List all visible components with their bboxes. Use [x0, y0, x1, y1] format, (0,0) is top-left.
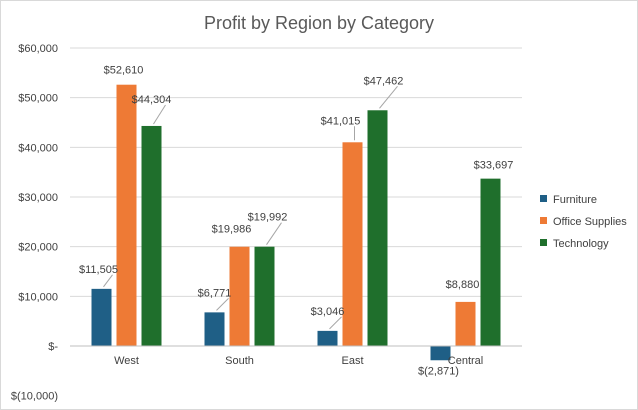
chart-title: Profit by Region by Category: [204, 13, 434, 33]
y-tick-label: $-: [48, 341, 58, 353]
legend-label[interactable]: Furniture: [553, 194, 597, 206]
leader-line: [154, 105, 166, 124]
bar-office-supplies-central[interactable]: [456, 302, 476, 346]
legend-swatch: [540, 239, 547, 246]
bar-technology-central[interactable]: [481, 179, 501, 346]
category-label: West: [114, 355, 139, 367]
y-tick-label: $20,000: [18, 242, 58, 254]
leader-line: [267, 223, 282, 245]
bar-technology-south[interactable]: [255, 247, 275, 346]
data-label: $19,992: [248, 212, 288, 224]
bar-furniture-south[interactable]: [205, 312, 225, 346]
y-tick-label: $10,000: [18, 291, 58, 303]
y-tick-label: $50,000: [18, 93, 58, 105]
category-label: East: [341, 355, 363, 367]
bar-furniture-west[interactable]: [92, 289, 112, 346]
bar-office-supplies-west[interactable]: [117, 85, 137, 346]
bar-office-supplies-east[interactable]: [343, 142, 363, 346]
leader-line: [217, 298, 229, 310]
leader-line: [104, 275, 113, 287]
data-label: $52,610: [104, 65, 144, 77]
data-label: $3,046: [311, 306, 345, 318]
data-label: $19,986: [212, 224, 252, 236]
data-label: $(2,871): [418, 365, 459, 377]
legend[interactable]: Furniture Office Supplies Technology: [540, 194, 627, 250]
data-label: $33,697: [474, 160, 514, 172]
y-tick-label: $60,000: [18, 43, 58, 55]
data-label: $47,462: [364, 75, 404, 87]
category-label: Central: [448, 355, 483, 367]
category-label: South: [225, 355, 254, 367]
data-label: $8,880: [446, 279, 480, 291]
legend-swatch: [540, 217, 547, 224]
gridlines: [70, 48, 522, 296]
y-tick-label: $30,000: [18, 192, 58, 204]
legend-swatch: [540, 195, 547, 202]
bar-furniture-east[interactable]: [318, 331, 338, 346]
data-label: $11,505: [79, 264, 118, 276]
y-axis: $60,000 $50,000 $40,000 $30,000 $20,000 $10,0…: [11, 43, 58, 403]
bar-technology-east[interactable]: [368, 110, 388, 346]
bar-technology-west[interactable]: [142, 126, 162, 346]
data-label: $41,015: [321, 115, 361, 127]
x-axis: West South East Central: [70, 346, 522, 367]
bar-office-supplies-south[interactable]: [230, 247, 250, 346]
y-tick-label: $(10,000): [11, 391, 58, 403]
y-tick-label: $40,000: [18, 142, 58, 154]
legend-label[interactable]: Office Supplies: [553, 216, 627, 228]
data-label: $6,771: [198, 287, 232, 299]
leader-line: [330, 317, 342, 329]
bars: [92, 85, 501, 361]
legend-label[interactable]: Technology: [553, 238, 609, 250]
data-label: $44,304: [132, 94, 172, 106]
